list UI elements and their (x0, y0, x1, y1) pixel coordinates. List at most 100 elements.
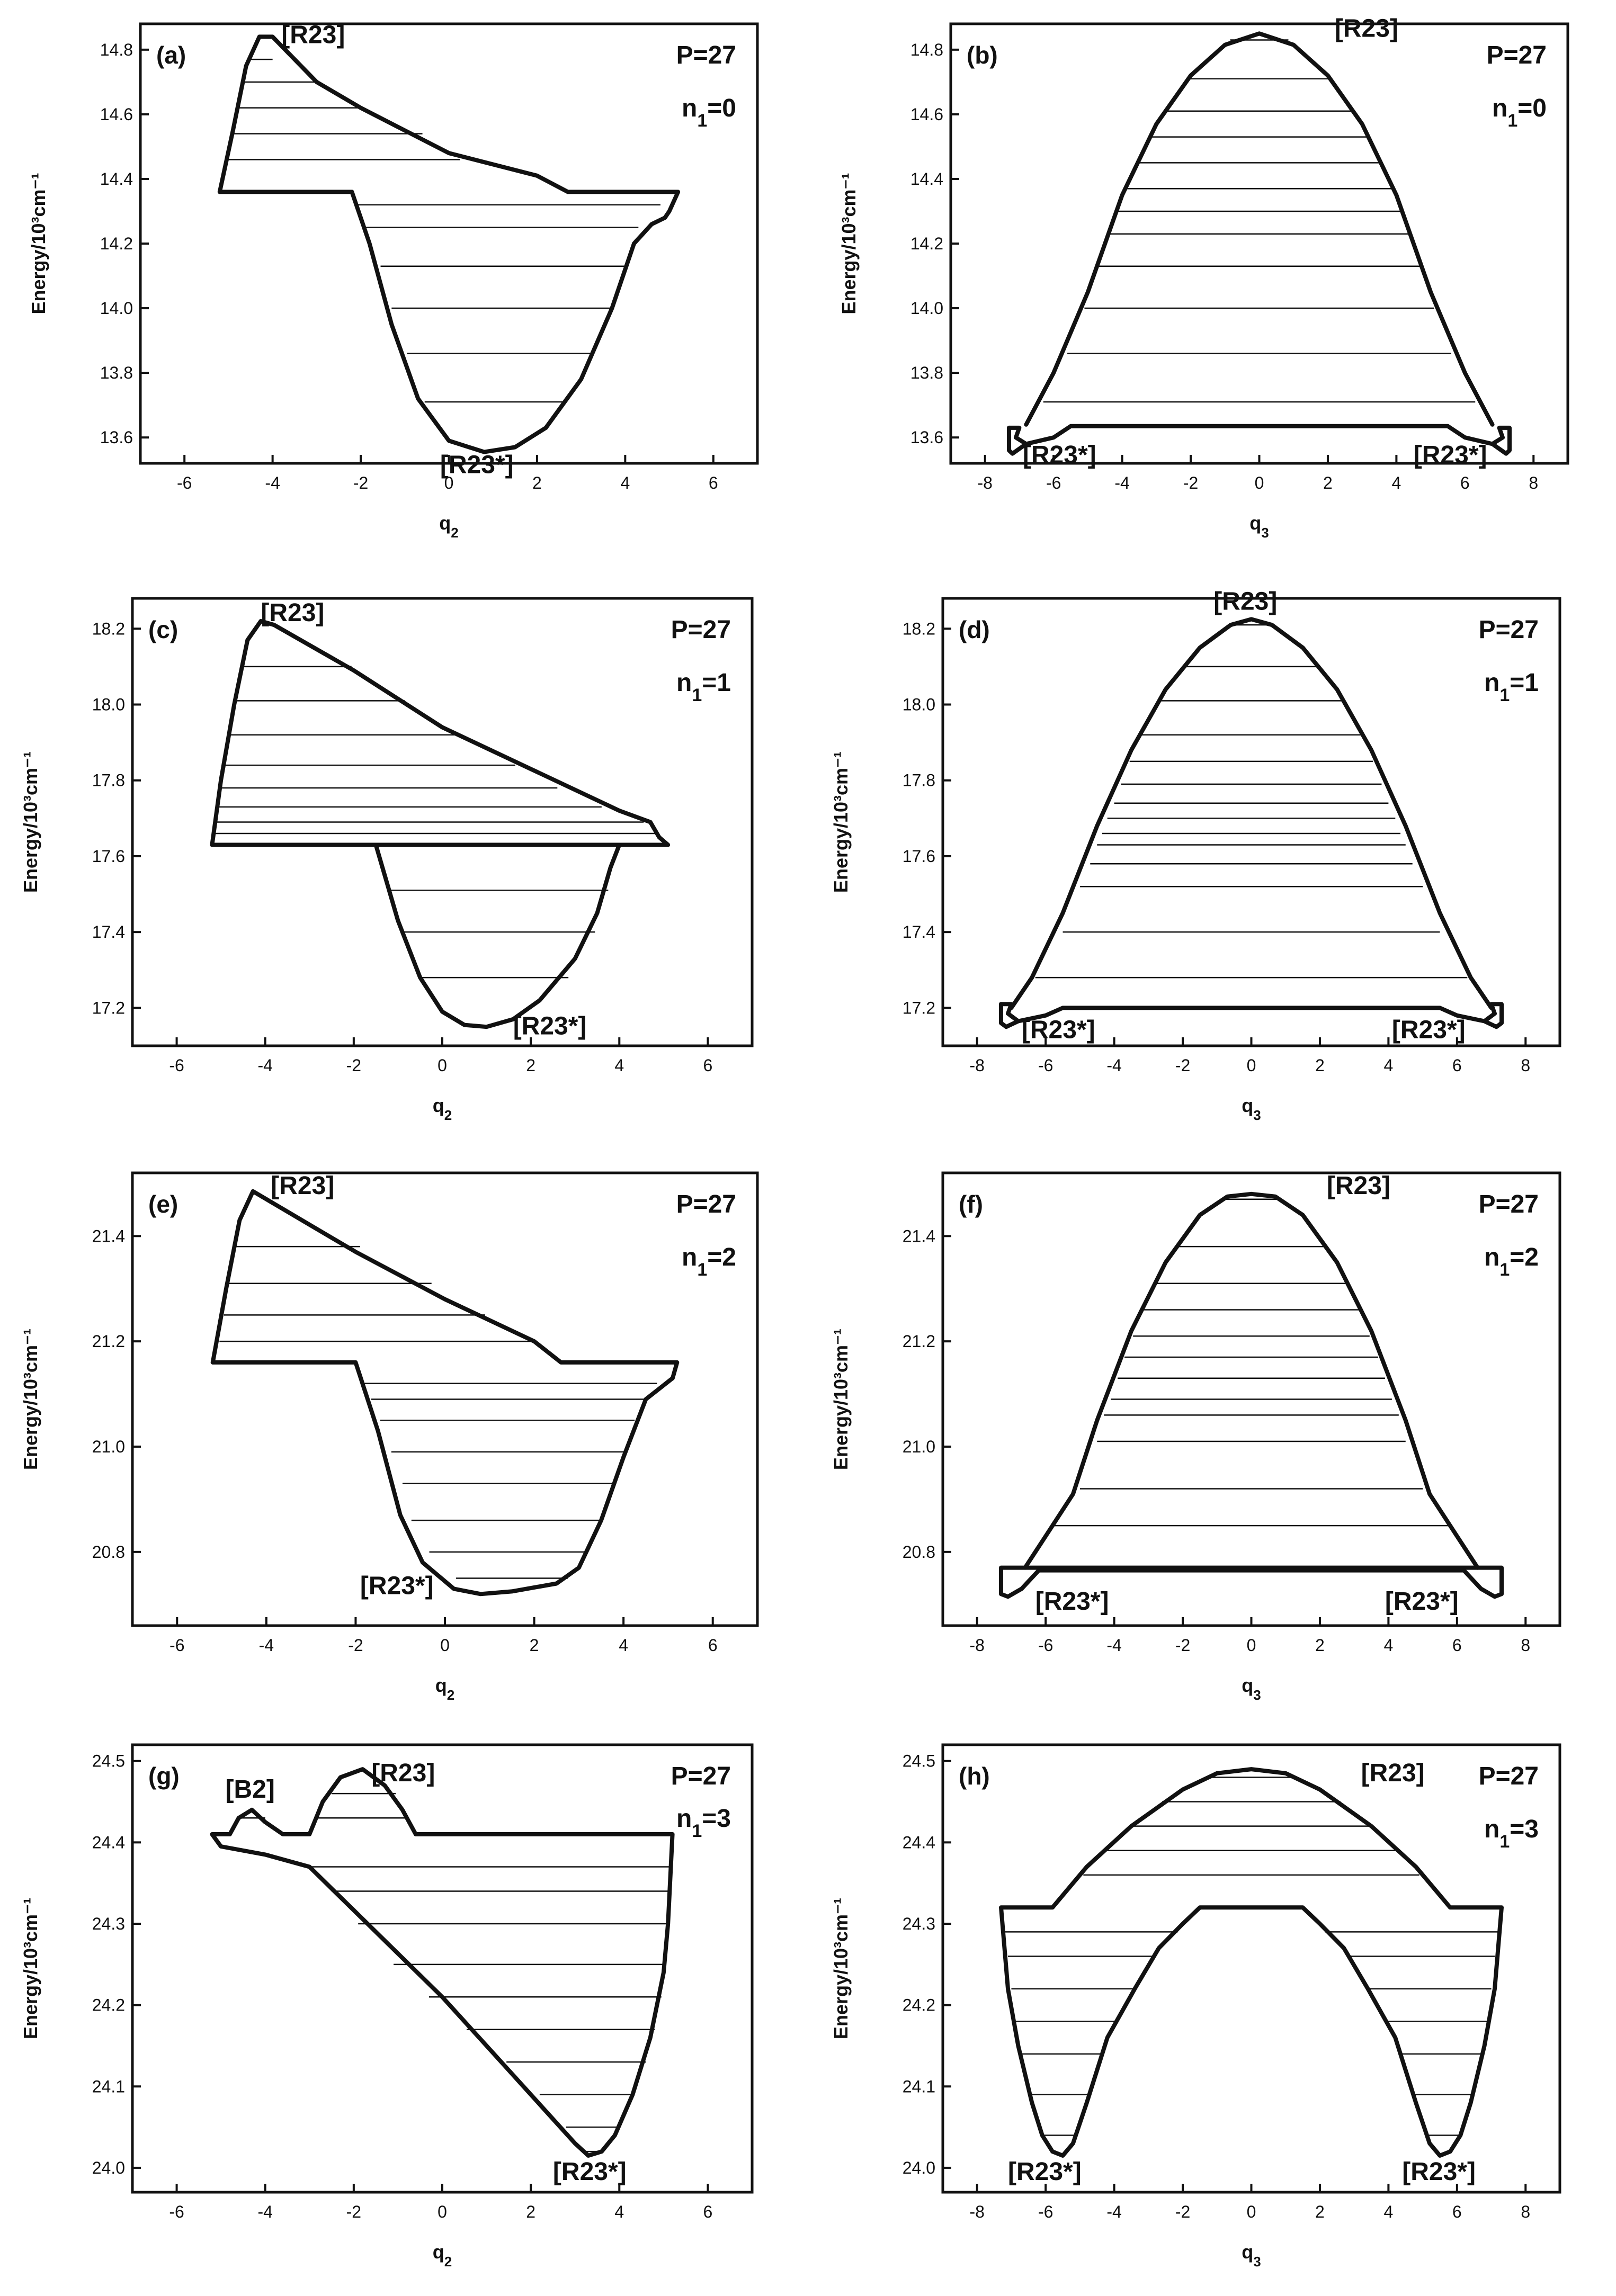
polyad-label: P=27 (1479, 1762, 1539, 1790)
potential-curve (999, 1002, 1504, 1029)
potential-curve (999, 1002, 1021, 1029)
x-tick-label: 2 (1315, 1636, 1325, 1655)
x-tick-label: 2 (1323, 473, 1333, 492)
stationary-point-label: [R23*] (1008, 2158, 1082, 2186)
potential-curve (210, 1189, 680, 1597)
y-axis-label: Energy/10³cm⁻¹ (28, 173, 49, 314)
chart-panel: -6 -4 -2 0 2 4 6 20.8 21.0 21.2 21.4 q2 Energy/10³cm… (20, 1171, 759, 1703)
potential-curve (999, 1565, 1504, 1599)
plot-frame (131, 1743, 754, 2194)
potential-curve (1023, 1191, 1480, 1570)
y-tick-label: 21.0 (92, 1437, 125, 1456)
y-axis-label: Energy/10³cm⁻¹ (830, 751, 852, 893)
y-tick-label: 14.4 (100, 169, 133, 189)
y-axis-label: Energy/10³cm⁻¹ (20, 751, 41, 893)
panel-label: (g) (148, 1762, 180, 1790)
stationary-point-label: [R23] (1361, 1759, 1425, 1787)
x-tick-label: 0 (1247, 1056, 1256, 1075)
quantum-number-label: n1=3 (676, 1805, 731, 1841)
x-tick-label: 4 (620, 473, 630, 492)
x-tick-label: 6 (703, 1056, 713, 1075)
stationary-point-label: [R23*] (553, 2158, 627, 2186)
x-axis-label: q3 (1242, 1674, 1261, 1703)
x-tick-label: -2 (346, 2202, 361, 2221)
y-axis-label: Energy/10³cm⁻¹ (20, 1898, 41, 2039)
x-tick-label: 0 (1255, 473, 1264, 492)
y-tick-label: 24.1 (903, 2077, 935, 2096)
plot-frame (941, 1743, 1561, 2194)
polyad-label: P=27 (1487, 41, 1547, 69)
plot-area (210, 1767, 675, 2158)
y-tick-label: 24.2 (903, 1996, 935, 2015)
y-tick-label: 14.6 (100, 105, 133, 124)
x-tick-label: -8 (969, 2202, 984, 2221)
y-tick-label: 21.2 (903, 1332, 935, 1351)
plot-area (217, 34, 681, 454)
y-tick-label: 13.6 (910, 428, 943, 447)
x-tick-label: -4 (1114, 473, 1129, 492)
quantum-number-label: n1=1 (1484, 669, 1539, 705)
x-tick-label: 4 (619, 1636, 628, 1655)
y-tick-label: 18.2 (903, 619, 935, 638)
x-tick-label: 2 (1315, 1056, 1325, 1075)
y-tick-label: 24.2 (92, 1996, 125, 2015)
panel-label: (b) (967, 41, 998, 69)
x-tick-label: -4 (1106, 2202, 1121, 2221)
x-tick-label: 4 (1383, 1056, 1393, 1075)
x-tick-label: 0 (438, 2202, 447, 2221)
y-tick-label: 20.8 (903, 1542, 935, 1562)
quantum-number-label: n1=2 (682, 1243, 736, 1280)
chart-panel: -8 -6 -4 -2 0 2 4 6 8 17.2 17.4 17.6 17.8 18.0 18.2 q3 E… (830, 587, 1561, 1123)
y-axis-label: Energy/10³cm⁻¹ (830, 1898, 852, 2039)
y-tick-label: 24.1 (92, 2077, 125, 2096)
stationary-point-label: [R23] (1213, 587, 1277, 615)
y-tick-label: 14.4 (910, 169, 943, 189)
y-tick-label: 14.6 (910, 105, 943, 124)
x-tick-label: -4 (1106, 1056, 1121, 1075)
y-tick-label: 17.8 (92, 771, 125, 790)
plot-frame (949, 22, 1569, 465)
plot-area (210, 619, 671, 1029)
x-tick-label: 4 (614, 2202, 624, 2221)
x-axis-label: q3 (1249, 512, 1269, 541)
stationary-point-label: [R23] (1335, 14, 1398, 42)
y-tick-label: 24.3 (903, 1914, 935, 1933)
x-axis-label: q2 (435, 1674, 454, 1703)
x-tick-label: 4 (614, 1056, 624, 1075)
panel-label: (h) (959, 1762, 990, 1790)
potential-curve (1024, 31, 1495, 427)
potential-curve (1007, 425, 1029, 456)
x-tick-label: 6 (708, 1636, 718, 1655)
polyad-label: P=27 (676, 41, 736, 69)
potential-curve (1007, 424, 1512, 456)
panel-label: (c) (148, 616, 178, 643)
x-tick-label: 4 (1391, 473, 1401, 492)
x-tick-label: -6 (169, 1056, 184, 1075)
x-tick-label: -2 (353, 473, 368, 492)
polyad-label: P=27 (1479, 616, 1539, 644)
x-axis-label: q2 (433, 2241, 452, 2270)
x-tick-label: 2 (526, 1056, 535, 1075)
x-tick-label: -8 (969, 1056, 984, 1075)
y-tick-label: 24.5 (92, 1752, 125, 1771)
x-tick-label: -6 (1038, 1636, 1053, 1655)
x-tick-label: -6 (1038, 1056, 1053, 1075)
stationary-point-label: [B2] (226, 1775, 275, 1804)
potential-curve (999, 1767, 1504, 2158)
x-tick-label: 0 (438, 1056, 447, 1075)
y-tick-label: 14.8 (100, 40, 133, 59)
y-tick-label: 24.5 (903, 1752, 935, 1771)
quantum-number-label: n1=0 (1492, 94, 1547, 131)
x-axis-label: q3 (1242, 1095, 1261, 1123)
chart-panel: -8 -6 -4 -2 0 2 4 6 8 24.0 24.1 24.2 24.3 24.4 24.5 q3 E… (830, 1743, 1561, 2270)
plot-area (210, 1189, 680, 1597)
x-tick-label: 4 (1383, 1636, 1393, 1655)
y-tick-label: 24.4 (92, 1833, 125, 1852)
y-tick-label: 17.2 (92, 998, 125, 1017)
x-tick-label: 0 (1247, 2202, 1256, 2221)
x-tick-label: 2 (532, 473, 542, 492)
y-tick-label: 14.2 (910, 234, 943, 253)
x-tick-label: 8 (1529, 473, 1538, 492)
y-tick-label: 24.0 (903, 2158, 935, 2177)
